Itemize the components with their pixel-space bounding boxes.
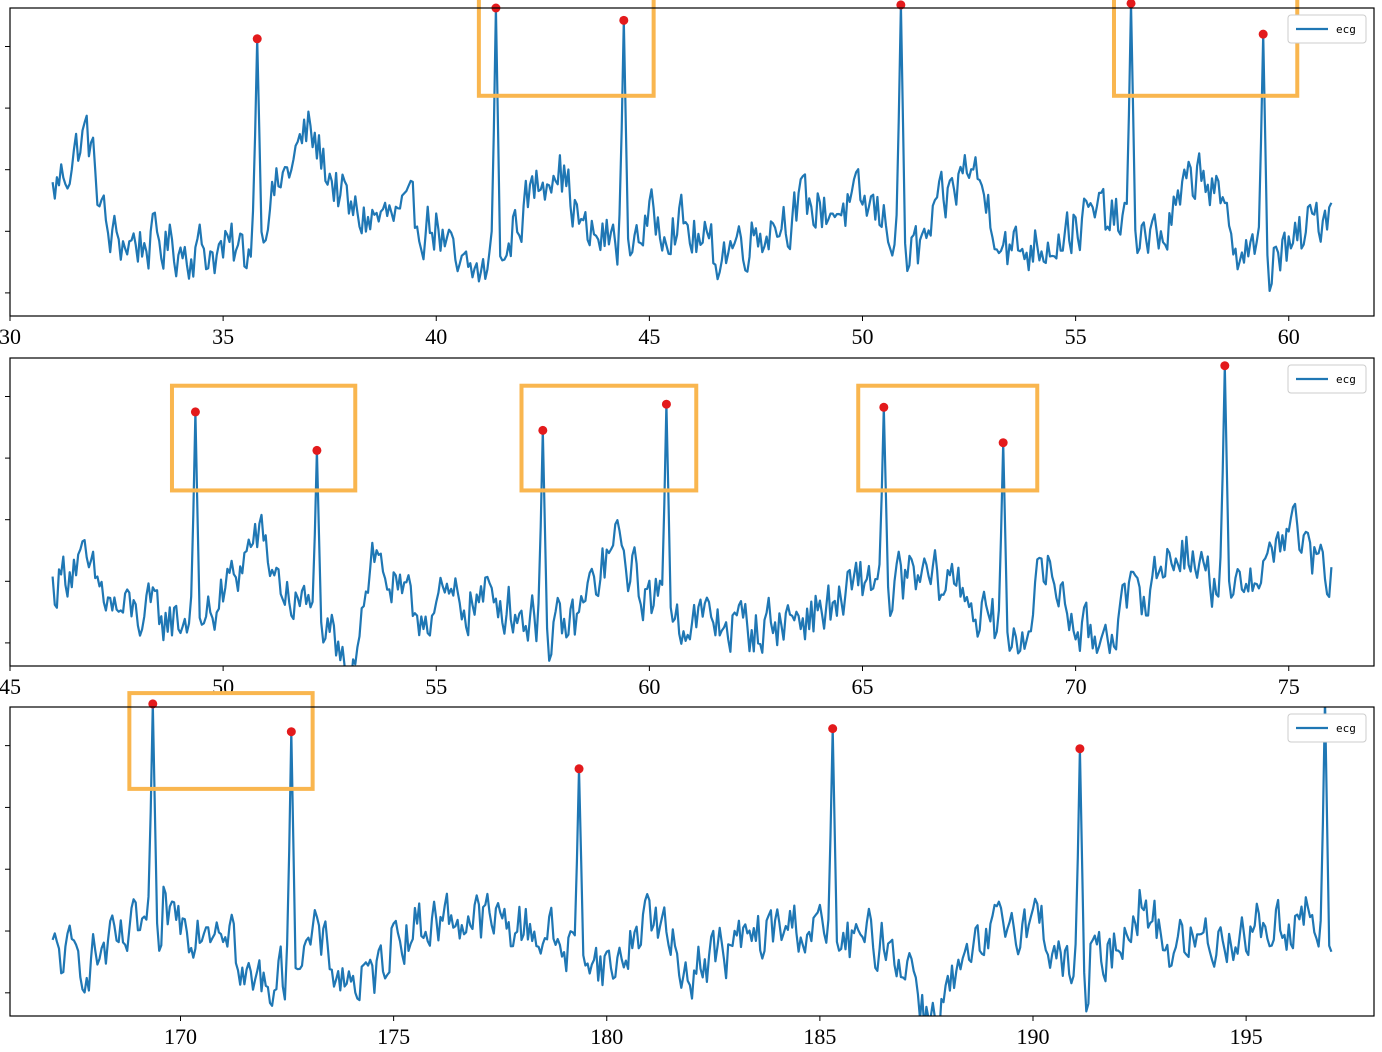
x-tick-label-2: 35 — [212, 324, 234, 349]
x-tick-label-4: 185 — [803, 1024, 836, 1049]
peak-marker-2 — [312, 445, 322, 455]
peak-marker-1 — [190, 407, 200, 417]
chart-panel-2: 45 50 55 60 65 70 75 ecg — [0, 357, 1375, 699]
x-tick-label-3: 180 — [590, 1024, 623, 1049]
x-tick-label-5: 50 — [852, 324, 874, 349]
x-tick-label-7: 75 — [1278, 674, 1300, 699]
legend-label: ecg — [1336, 722, 1356, 735]
highlight-box-2 — [1111, 0, 1300, 98]
x-tick-label-3: 55 — [425, 674, 447, 699]
peak-marker-7 — [1220, 361, 1230, 371]
peak-marker-3 — [538, 425, 548, 435]
highlight-box-1 — [169, 383, 358, 493]
x-tick-label-7: 60 — [1278, 324, 1300, 349]
legend: ecg — [1287, 14, 1367, 44]
highlight-box-2 — [519, 383, 699, 493]
ecg-series-line — [51, 364, 1333, 666]
peak-marker-1 — [252, 34, 262, 44]
peak-marker-6 — [998, 438, 1008, 448]
x-tick-label-2: 50 — [212, 674, 234, 699]
plot-frame — [9, 706, 1375, 1017]
peak-marker-2 — [286, 727, 296, 737]
legend: ecg — [1287, 364, 1367, 394]
x-tick-label-4: 45 — [638, 324, 660, 349]
x-tick-label-3: 40 — [425, 324, 447, 349]
x-tick-label-6: 70 — [1065, 674, 1087, 699]
peak-marker-5 — [1075, 744, 1085, 754]
legend-label: ecg — [1336, 23, 1356, 36]
peak-marker-3 — [619, 15, 629, 25]
chart-panel-1: 30 35 40 45 50 55 60 ecg — [0, 0, 1375, 349]
peak-marker-4 — [828, 724, 838, 734]
peak-marker-4 — [661, 399, 671, 409]
highlight-box-1 — [127, 691, 315, 791]
highlight-box-3 — [856, 383, 1040, 493]
x-tick-label-2: 175 — [377, 1024, 410, 1049]
highlight-box-1 — [476, 0, 656, 98]
x-tick-label-6: 195 — [1230, 1024, 1263, 1049]
x-tick-label-1: 30 — [0, 324, 21, 349]
plot-frame — [9, 357, 1375, 667]
legend-label: ecg — [1336, 373, 1356, 386]
x-tick-label-1: 45 — [0, 674, 21, 699]
peak-marker-1 — [148, 699, 158, 709]
legend: ecg — [1287, 713, 1367, 743]
peak-marker-4 — [896, 0, 906, 10]
peak-marker-5 — [1126, 0, 1136, 8]
ecg-series-line — [51, 707, 1333, 1016]
x-tick-label-5: 190 — [1017, 1024, 1050, 1049]
peak-marker-6 — [1258, 29, 1268, 39]
x-tick-label-5: 65 — [852, 674, 874, 699]
x-tick-label-4: 60 — [638, 674, 660, 699]
x-tick-label-6: 55 — [1065, 324, 1087, 349]
chart-panel-3: 170 175 180 185 190 195 ecg — [5, 691, 1375, 1049]
ecg-series-line — [51, 8, 1333, 292]
plot-frame — [9, 7, 1375, 317]
peak-marker-5 — [879, 402, 889, 412]
peak-marker-3 — [574, 764, 584, 774]
x-tick-label-1: 170 — [164, 1024, 197, 1049]
